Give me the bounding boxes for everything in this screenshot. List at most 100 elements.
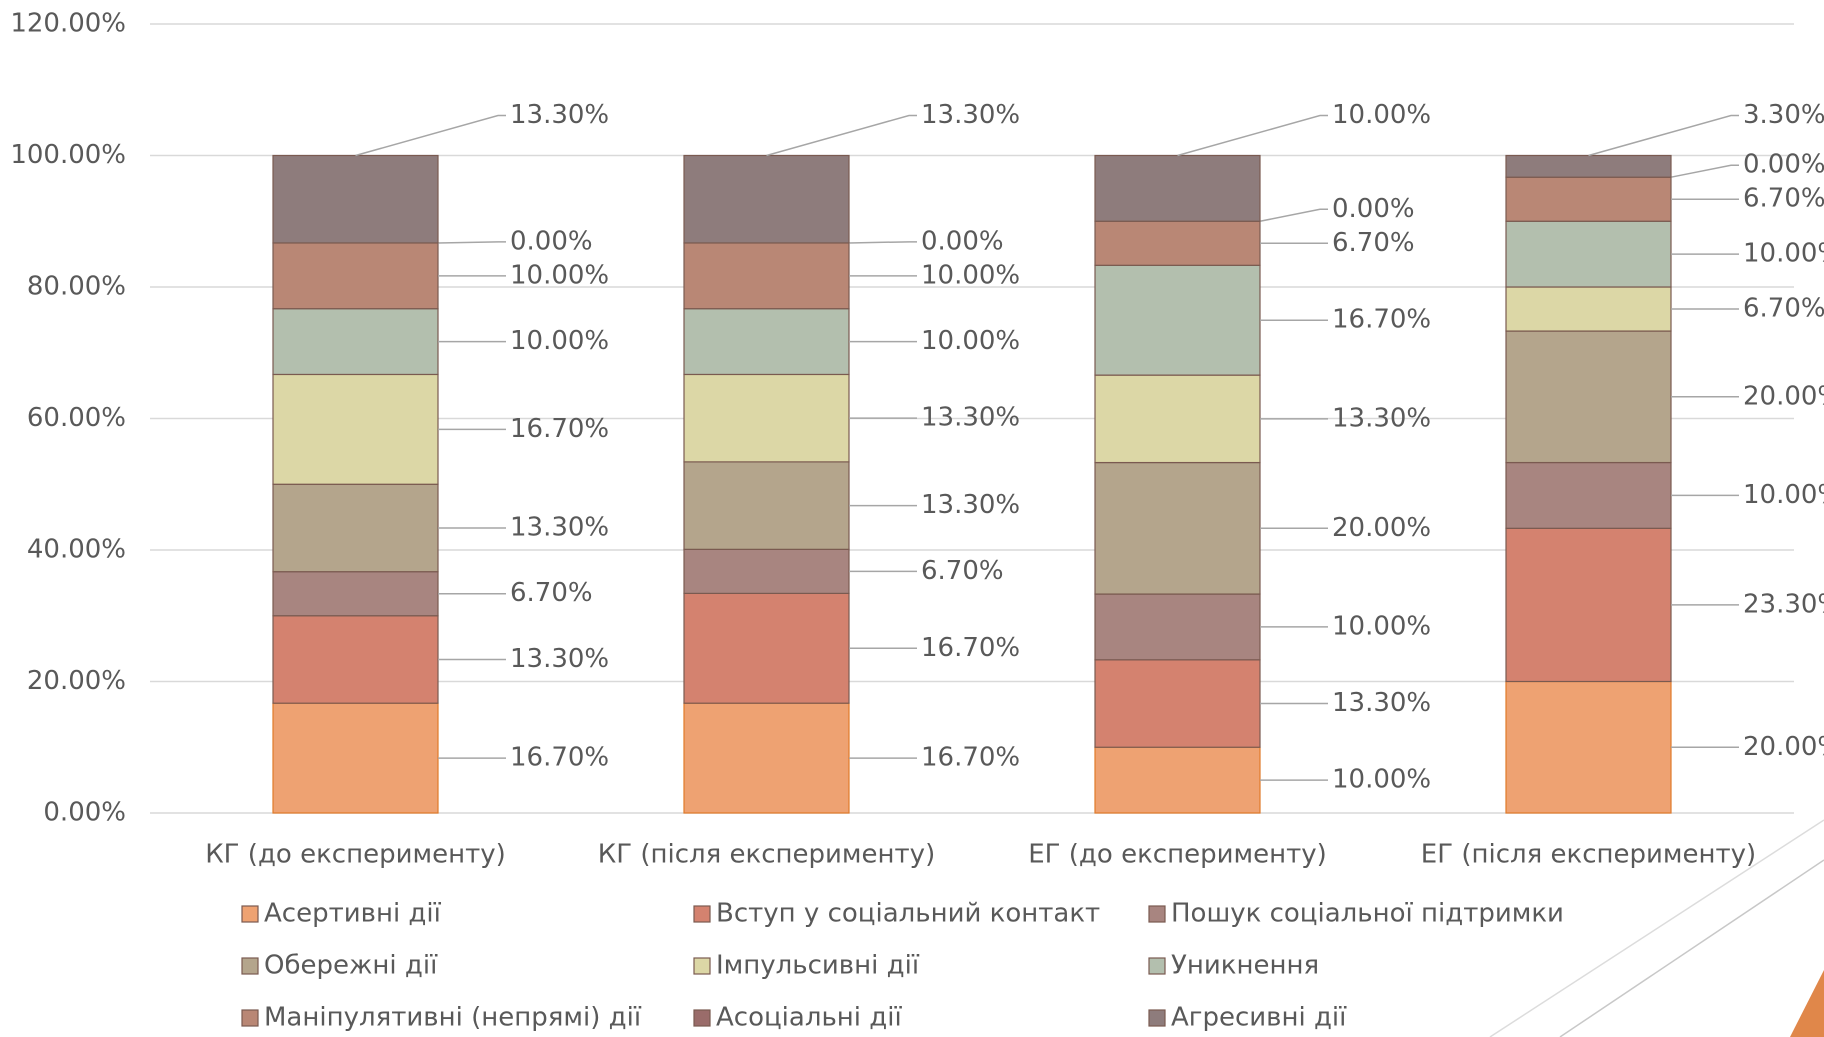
legend-label: Імпульсивні дії (716, 951, 920, 981)
data-label: 13.30% (1332, 688, 1431, 718)
decoration (1559, 859, 1824, 1037)
bar-segment (1094, 461, 1261, 595)
x-tick-label: ЕГ (до експерименту) (1028, 840, 1327, 870)
data-label: 20.00% (1743, 381, 1824, 411)
data-label: 10.00% (1332, 611, 1431, 641)
bar-segment (683, 242, 850, 310)
bar-segment (1094, 154, 1261, 222)
data-label: 13.30% (921, 100, 1020, 130)
bar-segment (1505, 220, 1672, 288)
legend-label: Асоціальні дії (716, 1003, 902, 1033)
bar-segment (1094, 659, 1261, 748)
data-label: 10.00% (1332, 100, 1431, 130)
bar-segment (683, 154, 850, 244)
y-tick-label: 0.00% (43, 798, 126, 828)
y-tick-label: 60.00% (27, 403, 126, 433)
bar-segment (683, 308, 850, 376)
leader-line (1177, 114, 1328, 157)
legend-label: Маніпулятивні (непрямі) дії (264, 1003, 642, 1033)
bar-segment (683, 592, 850, 704)
data-label: 10.00% (1332, 765, 1431, 795)
data-label: 0.00% (510, 226, 593, 256)
x-tick-label: ЕГ (після експерименту) (1421, 840, 1756, 870)
y-tick-label: 120.00% (10, 9, 126, 39)
data-label: 0.00% (1743, 150, 1824, 180)
bar-segment (683, 548, 850, 594)
data-label: 16.70% (510, 414, 609, 444)
legend-swatch (241, 905, 259, 923)
data-label: 0.00% (1332, 194, 1415, 224)
data-label: 0.00% (921, 226, 1004, 256)
y-tick-label: 20.00% (27, 666, 126, 696)
data-label: 20.00% (1743, 732, 1824, 762)
legend-swatch (1148, 905, 1166, 923)
legend-swatch (1148, 957, 1166, 975)
legend-swatch (1148, 1009, 1166, 1027)
data-label: 23.30% (1743, 589, 1824, 619)
bar-segment (1505, 330, 1672, 464)
data-label: 3.30% (1743, 100, 1824, 130)
legend-label: Пошук соціальної підтримки (1171, 899, 1564, 929)
bar-segment (1094, 593, 1261, 661)
data-label: 16.70% (1332, 305, 1431, 335)
bar-segment (683, 702, 850, 814)
data-label: 10.00% (510, 326, 609, 356)
legend-label: Вступ у соціальний контакт (716, 899, 1100, 929)
legend-swatch (693, 957, 711, 975)
bar-segment (1505, 461, 1672, 529)
decoration (1790, 970, 1824, 1037)
data-label: 16.70% (921, 633, 1020, 663)
leader-line (437, 241, 506, 244)
data-label: 13.30% (510, 512, 609, 542)
bar-segment (1505, 154, 1672, 178)
legend-swatch (693, 1009, 711, 1027)
bar-segment (272, 154, 439, 244)
legend-swatch (241, 1009, 259, 1027)
leader-line (848, 241, 917, 244)
bar-segment (272, 571, 439, 617)
bar-segment (272, 483, 439, 573)
leader-line (1259, 208, 1328, 222)
leader-line (1670, 164, 1739, 178)
bar-segment (272, 615, 439, 704)
data-label: 6.70% (1743, 294, 1824, 324)
bar-segment (1505, 176, 1672, 222)
x-tick-label: КГ (до експерименту) (205, 840, 506, 870)
data-label: 10.00% (510, 260, 609, 290)
data-label: 13.30% (1332, 403, 1431, 433)
legend-label: Обережні дії (264, 951, 438, 981)
data-label: 16.70% (510, 743, 609, 773)
bar-segment (1094, 220, 1261, 266)
y-tick-label: 80.00% (27, 272, 126, 302)
data-label: 13.30% (510, 100, 609, 130)
data-label: 6.70% (1743, 184, 1824, 214)
legend-swatch (693, 905, 711, 923)
bar-segment (272, 242, 439, 310)
bar-segment (1094, 746, 1261, 814)
legend-swatch (241, 957, 259, 975)
bar-segment (272, 373, 439, 485)
decoration (1489, 819, 1824, 1037)
leader-line (766, 114, 917, 157)
data-label: 6.70% (510, 578, 593, 608)
data-label: 16.70% (921, 743, 1020, 773)
bar-segment (272, 702, 439, 814)
bar-segment (683, 461, 850, 550)
bar-segment (683, 373, 850, 463)
legend-label: Асертивні дії (264, 899, 442, 929)
data-label: 20.00% (1332, 513, 1431, 543)
bar-segment (1505, 286, 1672, 332)
y-tick-label: 100.00% (10, 140, 126, 170)
bar-segment (1094, 374, 1261, 464)
y-tick-label: 40.00% (27, 535, 126, 565)
data-label: 10.00% (921, 260, 1020, 290)
data-label: 13.30% (510, 644, 609, 674)
legend-label: Агресивні дії (1171, 1003, 1347, 1033)
data-label: 10.00% (1743, 480, 1824, 510)
leader-line (1588, 114, 1739, 157)
bar-segment (272, 308, 439, 376)
bar-segment (1505, 680, 1672, 814)
bar-segment (1505, 527, 1672, 683)
data-label: 10.00% (921, 326, 1020, 356)
